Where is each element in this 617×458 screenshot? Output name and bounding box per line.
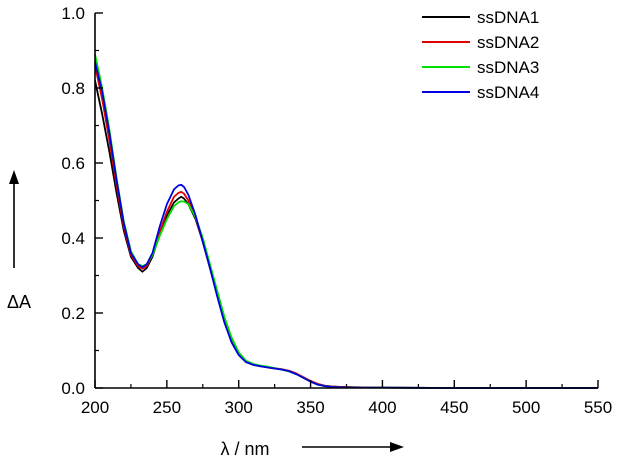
ticks-layer: 200 250 300 350 400 450 500 550 0.0 0.2 0.4 0.6 0.8 1… bbox=[61, 4, 612, 417]
legend-label-ssDNA1: ssDNA1 bbox=[477, 8, 539, 27]
y-tick-label: 0.6 bbox=[61, 154, 85, 173]
legend-label-ssDNA4: ssDNA4 bbox=[477, 83, 539, 102]
x-axis-title: λ / nm bbox=[220, 439, 269, 458]
y-tick-label: 0.8 bbox=[61, 79, 85, 98]
legend-label-ssDNA3: ssDNA3 bbox=[477, 58, 539, 77]
x-tick-label: 550 bbox=[584, 398, 612, 417]
y-axis-title: ΔA bbox=[7, 292, 31, 312]
x-tick-label: 450 bbox=[440, 398, 468, 417]
y-tick-label: 0.0 bbox=[61, 379, 85, 398]
series-line-ssDNA3 bbox=[94, 54, 598, 389]
series-line-ssDNA1 bbox=[94, 80, 598, 389]
series-line-ssDNA2 bbox=[94, 65, 598, 389]
x-axis-arrow bbox=[302, 442, 404, 452]
y-axis-arrow bbox=[9, 170, 19, 268]
legend-label-ssDNA2: ssDNA2 bbox=[477, 33, 539, 52]
x-tick-label: 500 bbox=[512, 398, 540, 417]
x-tick-label: 250 bbox=[153, 398, 181, 417]
x-tick-label: 200 bbox=[81, 398, 109, 417]
legend: ssDNA1 ssDNA2 ssDNA3 ssDNA4 bbox=[422, 8, 539, 102]
series-line-ssDNA4 bbox=[94, 61, 598, 389]
x-tick-label: 400 bbox=[368, 398, 396, 417]
x-tick-label: 350 bbox=[296, 398, 324, 417]
y-tick-label: 0.2 bbox=[61, 304, 85, 323]
y-tick-label: 1.0 bbox=[61, 4, 85, 23]
y-tick-label: 0.4 bbox=[61, 229, 85, 248]
x-tick-label: 300 bbox=[225, 398, 253, 417]
series-layer bbox=[94, 54, 598, 389]
